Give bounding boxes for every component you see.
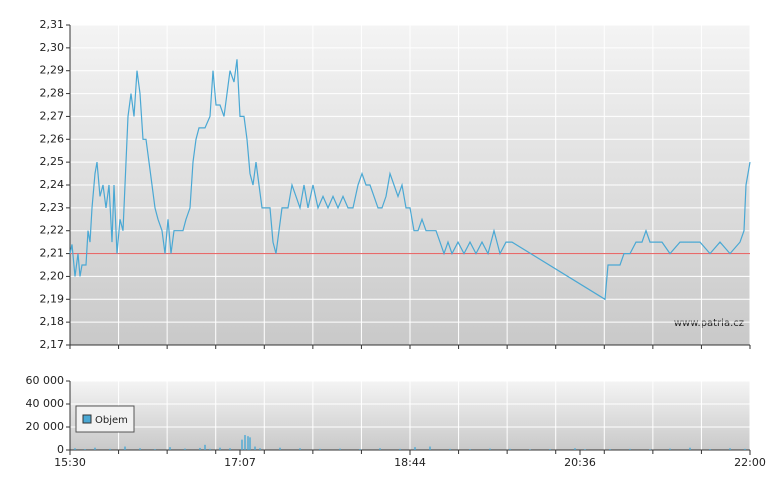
y-tick-label: 2,24 xyxy=(40,178,65,191)
volume-bar xyxy=(124,446,126,450)
volume-bar xyxy=(379,448,381,450)
volume-bar xyxy=(629,448,631,450)
volume-bar xyxy=(574,448,576,450)
volume-bar xyxy=(649,449,651,450)
y-tick-label: 2,25 xyxy=(40,155,65,168)
volume-bar xyxy=(429,446,431,450)
y-tick-label: 2,21 xyxy=(40,247,65,260)
x-tick-label: 18:44 xyxy=(394,456,426,469)
volume-bar xyxy=(414,447,416,450)
volume-bar xyxy=(509,448,511,450)
volume-bar xyxy=(229,448,231,450)
volume-bar xyxy=(244,435,246,450)
price-line xyxy=(69,59,751,301)
y-tick-label: 2,31 xyxy=(40,18,65,31)
volume-bar xyxy=(449,448,451,450)
volume-bar xyxy=(319,448,321,450)
y-tick-label: 20 000 xyxy=(26,420,65,433)
legend: Objem xyxy=(75,405,135,433)
volume-bar xyxy=(74,448,76,450)
y-tick-label: 40 000 xyxy=(26,397,65,410)
volume-bar xyxy=(359,449,361,450)
volume-bar xyxy=(339,448,341,450)
y-tick-label: 0 xyxy=(57,443,64,456)
volume-bar xyxy=(241,439,243,450)
volume-bar xyxy=(469,449,471,450)
volume-bar xyxy=(279,447,281,450)
y-tick-label: 60 000 xyxy=(26,374,65,387)
y-tick-label: 2,22 xyxy=(40,224,65,237)
volume-bar xyxy=(154,449,156,450)
volume-bar xyxy=(109,448,111,450)
volume-bar xyxy=(247,436,249,450)
volume-bar xyxy=(399,448,401,450)
volume-bar xyxy=(669,448,671,450)
watermark: www.patria.cz xyxy=(674,318,744,329)
volume-bar xyxy=(584,449,586,450)
volume-bar xyxy=(744,448,746,450)
legend-label: Objem xyxy=(95,415,128,426)
y-tick-label: 2,19 xyxy=(40,292,65,305)
volume-bar xyxy=(299,448,301,450)
volume-bar xyxy=(139,448,141,450)
y-tick-label: 2,20 xyxy=(40,269,65,282)
volume-bar xyxy=(204,444,206,450)
volume-bar xyxy=(689,447,691,450)
legend-swatch xyxy=(82,414,92,424)
volume-bar xyxy=(219,447,221,450)
volume-bar xyxy=(489,448,491,450)
volume-bar xyxy=(199,447,201,450)
volume-bar xyxy=(549,449,551,450)
volume-bar xyxy=(184,448,186,450)
volume-bar xyxy=(529,449,531,450)
volume-bar xyxy=(729,448,731,450)
y-tick-label: 2,30 xyxy=(40,41,65,54)
volume-bar xyxy=(209,448,211,450)
volume-bar xyxy=(169,447,171,450)
x-tick-label: 17:07 xyxy=(224,456,256,469)
y-tick-label: 2,29 xyxy=(40,64,65,77)
volume-bar xyxy=(609,449,611,450)
y-tick-label: 2,26 xyxy=(40,132,65,145)
y-tick-label: 2,17 xyxy=(40,338,65,351)
y-tick-label: 2,27 xyxy=(40,109,65,122)
volume-bar xyxy=(259,448,261,450)
volume-bar xyxy=(94,447,96,450)
y-tick-label: 2,18 xyxy=(40,315,65,328)
x-tick-label: 20:36 xyxy=(564,456,596,469)
x-tick-label: 22:00 xyxy=(734,456,766,469)
x-tick-label: 15:30 xyxy=(54,456,86,469)
volume-bar xyxy=(254,446,256,450)
volume-bar xyxy=(249,437,251,450)
y-tick-label: 2,28 xyxy=(40,87,65,100)
volume-bar xyxy=(709,449,711,450)
y-tick-label: 2,23 xyxy=(40,201,65,214)
volume-bar xyxy=(84,449,86,450)
